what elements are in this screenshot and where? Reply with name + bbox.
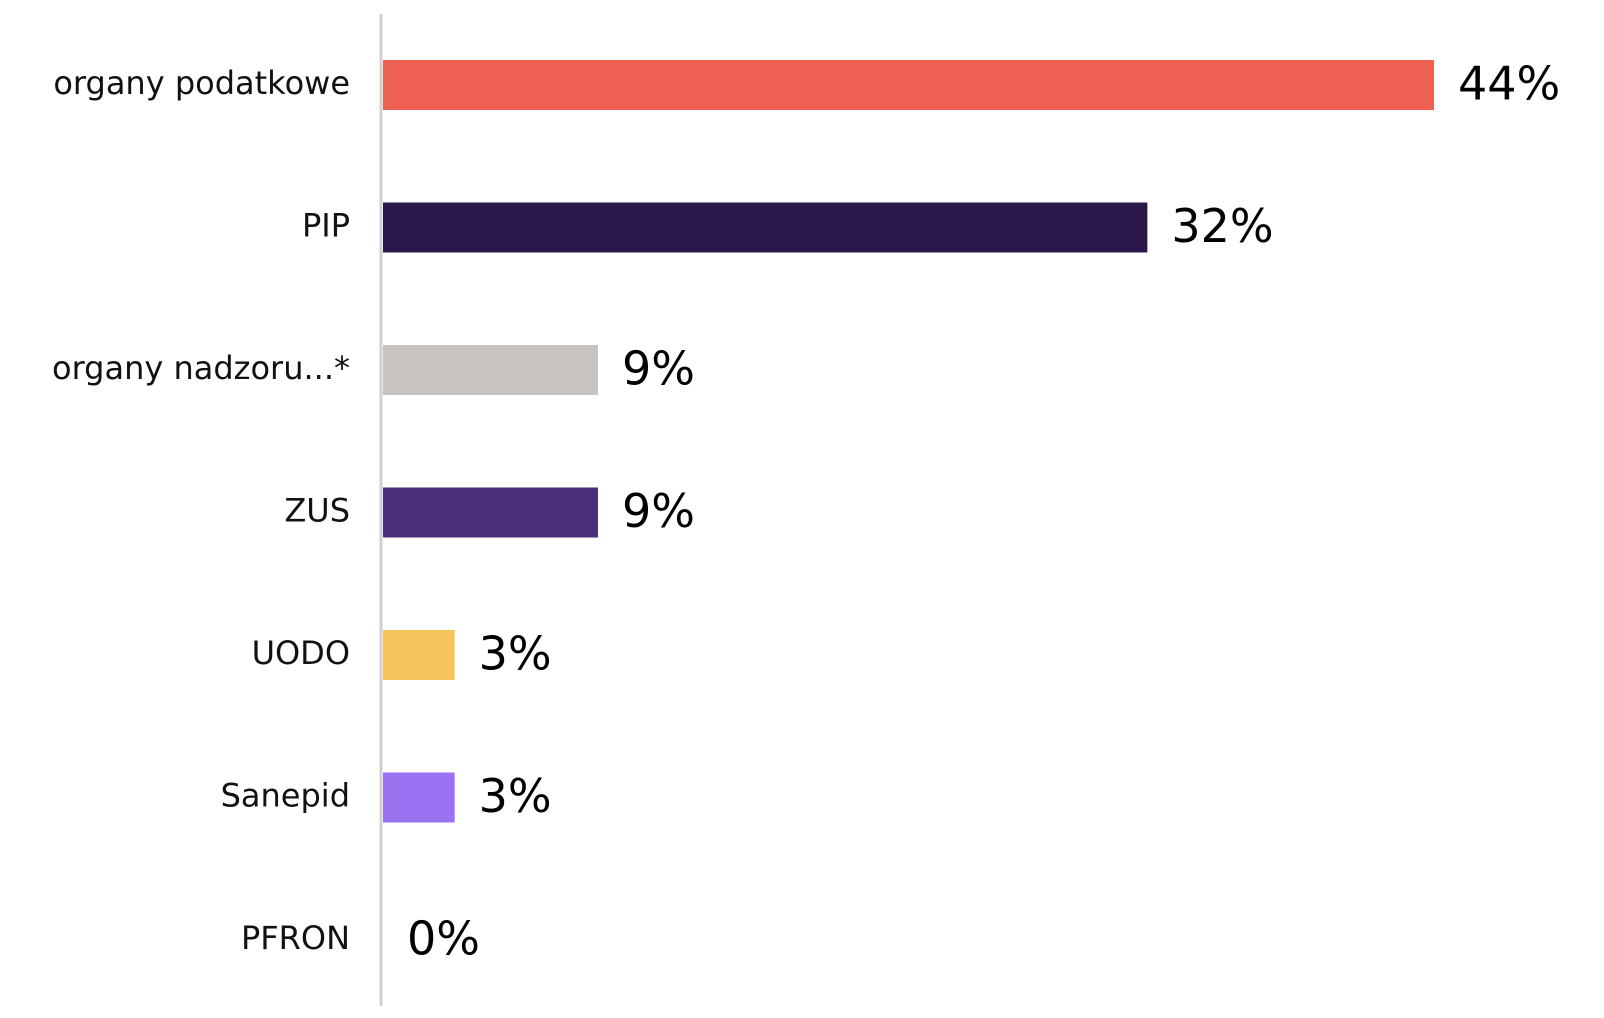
value-label: 32% (1171, 199, 1273, 253)
bar (383, 772, 455, 823)
bar (383, 60, 1434, 110)
category-label: organy nadzoru...* (52, 349, 350, 387)
category-label: UODO (252, 634, 350, 672)
category-label: PIP (302, 207, 350, 245)
bar (383, 487, 598, 538)
value-label: 9% (622, 342, 695, 396)
category-label: ZUS (284, 492, 350, 530)
category-label: organy podatkowe (53, 64, 350, 102)
value-label: 3% (479, 769, 552, 823)
bars-group: organy podatkowe 44% PIP 32% organy nadzoru.… (52, 57, 1560, 966)
category-label: PFRON (241, 919, 350, 957)
value-label: 44% (1458, 57, 1560, 111)
category-label: Sanepid (221, 777, 350, 815)
value-label: 9% (622, 484, 695, 538)
bar (383, 345, 598, 395)
value-label: 0% (407, 912, 480, 966)
bar (383, 202, 1148, 253)
value-label: 3% (479, 627, 552, 681)
bar (383, 630, 455, 680)
